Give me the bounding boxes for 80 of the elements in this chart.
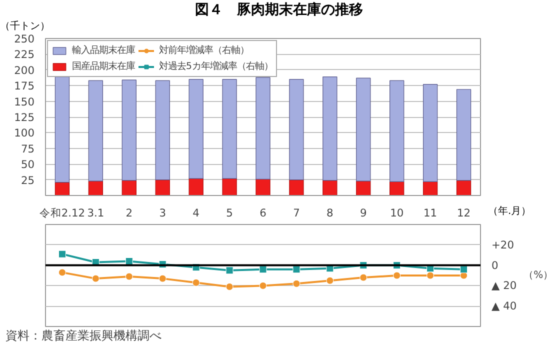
chart-title: 図４ 豚肉期末在庫の推移: [195, 0, 363, 20]
bar: [422, 84, 438, 182]
point: [259, 282, 267, 290]
point: [158, 274, 166, 282]
x-tick-label: 令和2.12: [39, 206, 86, 220]
bar: [456, 89, 472, 181]
bar: [188, 79, 204, 179]
x-tick-label: 7: [293, 206, 300, 220]
x-tick-label: 5: [226, 206, 233, 220]
y-tick-label: 225: [14, 48, 35, 62]
y-tick-label: 75: [20, 142, 35, 156]
point: [125, 272, 133, 280]
y-tick-label: 25: [20, 174, 35, 187]
y-tick-label: 150: [14, 95, 35, 108]
bar: [289, 180, 304, 196]
y-tick-label: 250: [14, 32, 35, 46]
x-tick-label: 2: [126, 206, 133, 220]
bar: [356, 78, 371, 182]
point: [226, 282, 234, 290]
bar: [122, 80, 136, 181]
point: [426, 272, 434, 280]
y-tick-label: ▲ 40: [492, 300, 517, 313]
bar: [222, 79, 237, 179]
x-axis-title: （年.月）: [488, 205, 532, 219]
y-tick-label: 50: [20, 158, 35, 172]
point: [226, 266, 234, 274]
bar: [322, 180, 338, 196]
point: [192, 278, 200, 286]
y-tick-label: 200: [14, 64, 35, 77]
point: [292, 266, 300, 274]
y-axis-title: （千トン）: [0, 20, 50, 34]
x-tick-label: 11: [424, 206, 438, 220]
bar: [390, 80, 404, 182]
point: [58, 250, 66, 258]
bar: [54, 76, 70, 183]
x-tick-label: 3: [159, 206, 166, 220]
y-tick-label: 125: [14, 111, 35, 124]
x-tick-label: 3.1: [87, 206, 104, 220]
point: [393, 272, 401, 280]
bar: [322, 76, 338, 181]
bar: [289, 79, 304, 180]
y-tick-label: ▲ 20: [492, 279, 517, 292]
bar: [256, 77, 270, 180]
point: [259, 266, 267, 274]
point: [460, 272, 468, 280]
text: 資料：農畜産業振興機構調べ: [6, 328, 162, 342]
legend-label: 国産品期末在庫: [72, 60, 135, 73]
y-tick-label: 175: [14, 80, 35, 93]
x-tick-label: 4: [192, 206, 200, 220]
bar: [456, 180, 472, 196]
bar: [256, 178, 270, 196]
bar: [122, 180, 136, 196]
x-tick-label: 8: [326, 206, 334, 220]
x-tick-label: 6: [260, 206, 267, 220]
y-tick-label: 0: [492, 258, 498, 272]
point: [58, 268, 66, 276]
y-tick-label: 100: [14, 126, 35, 140]
bar: [422, 181, 438, 196]
bar: [88, 80, 104, 182]
bar: [155, 180, 170, 196]
legend-label: 対過去5カ年増減率（右軸）: [159, 60, 273, 73]
y-tick-label: +20: [492, 238, 514, 252]
point: [326, 276, 334, 284]
point: [92, 274, 100, 282]
bar: [356, 180, 371, 196]
x-tick-label: 12: [456, 206, 471, 220]
legend-label: 輸入品期末在庫: [72, 44, 135, 57]
bar: [390, 181, 404, 196]
bar: [222, 178, 237, 196]
bar: [54, 182, 70, 196]
point: [292, 280, 300, 288]
y-axis-title: （%）: [524, 270, 554, 281]
x-tick-label: 9: [360, 206, 367, 220]
x-tick-label: 10: [390, 206, 404, 220]
point: [360, 274, 368, 282]
legend-label: 対前年増減率（右軸）: [159, 44, 249, 57]
bar: [188, 178, 204, 196]
bar: [155, 80, 170, 180]
bar: [88, 180, 104, 196]
point: [125, 257, 133, 265]
